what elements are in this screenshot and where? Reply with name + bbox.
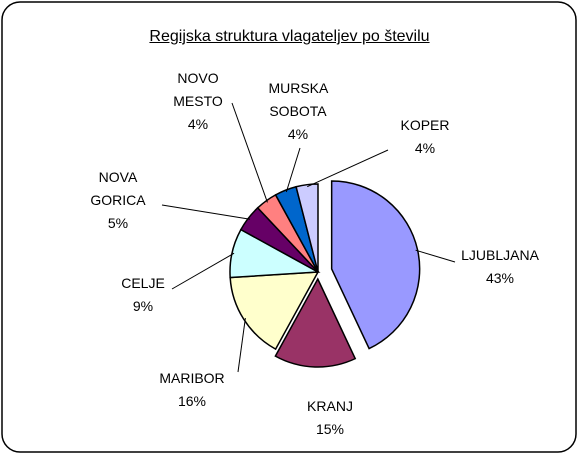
slice-value: 9% [132, 298, 154, 314]
leader-line [161, 204, 251, 220]
slice-label: KRANJ 15% [270, 395, 390, 441]
slice-name: MARIBOR [159, 370, 225, 386]
leader-line [285, 147, 301, 193]
slice-name: KRANJ [307, 398, 353, 414]
slice-value: 4% [414, 140, 436, 156]
slice-label: LJUBLJANA 43% [440, 244, 560, 290]
slice-value: 43% [485, 270, 515, 286]
leader-line [307, 149, 389, 188]
leader-line [171, 252, 235, 290]
slice-label: NOVO MESTO 4% [138, 67, 258, 136]
slice-value: 5% [107, 215, 129, 231]
leader-line [415, 249, 456, 263]
slice-name: NOVA GORICA [90, 169, 146, 208]
slice-value: 16% [177, 393, 207, 409]
slice-name: NOVO MESTO [173, 70, 223, 109]
slice-name: LJUBLJANA [461, 247, 539, 263]
slice-value: 4% [187, 116, 209, 132]
pie-slice [295, 183, 319, 273]
slice-label: KOPER 4% [365, 114, 485, 160]
slice-label: CELJE 9% [83, 272, 203, 318]
slice-name: CELJE [121, 275, 165, 291]
leader-line [231, 102, 268, 203]
pie-slice [274, 277, 357, 368]
leader-line [237, 318, 246, 373]
slice-name: KOPER [400, 117, 450, 133]
pie-slice [229, 271, 320, 351]
slice-value: 4% [287, 126, 309, 142]
slice-label: NOVA GORICA 5% [58, 166, 178, 235]
chart-title: Regijska struktura vlagateljev po števil… [149, 28, 430, 45]
slice-label: MURSKA SOBOTA 4% [238, 77, 358, 146]
slice-value: 15% [315, 421, 345, 437]
pie-slice [330, 180, 421, 350]
slice-name: MURSKA SOBOTA [268, 80, 329, 119]
slice-label: MARIBOR 16% [132, 367, 252, 413]
